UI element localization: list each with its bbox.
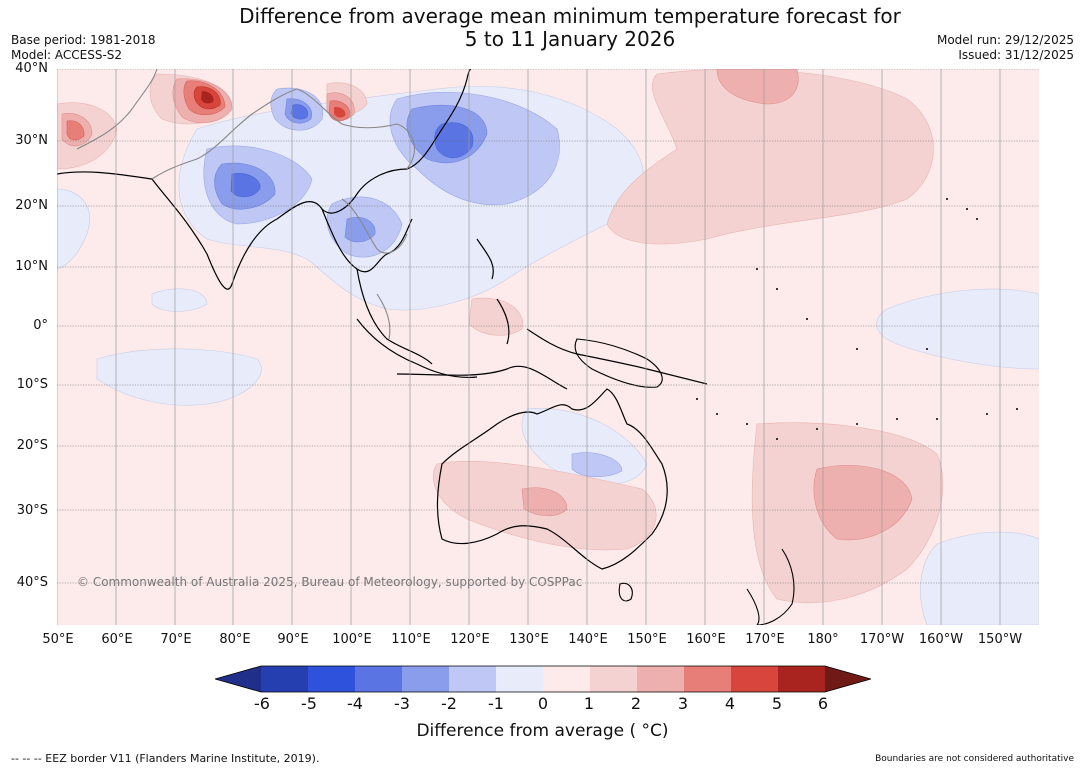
eez-borders [696, 198, 1018, 440]
colorbar-segment [449, 666, 496, 692]
forecast-map [57, 69, 1039, 625]
colorbar-arrow-high [825, 666, 871, 692]
meridian-lines [57, 69, 1001, 625]
lon-label-90e: 90°E [277, 632, 309, 647]
colorbar-segment [590, 666, 637, 692]
map-title-line-1: Difference from average mean minimum tem… [239, 4, 901, 28]
coastlines [57, 69, 708, 390]
lon-label-150w: 150°W [977, 632, 1023, 647]
lon-label-170w: 170°W [859, 632, 905, 647]
lon-label-130e: 130°E [509, 632, 549, 647]
lat-label-30n: 30°N [15, 133, 48, 148]
anomaly-dark-red-regions [193, 86, 346, 118]
colorbar-segment [684, 666, 731, 692]
colorbar-tick: -3 [394, 694, 410, 713]
colorbar-tick: -5 [301, 694, 317, 713]
colorbar-segment [543, 666, 590, 692]
lon-label-110e: 110°E [391, 632, 431, 647]
map-title-line-2: 5 to 11 January 2026 [464, 27, 676, 51]
issued-date: Issued: 31/12/2025 [958, 48, 1074, 62]
lon-label-180: 180° [807, 632, 839, 647]
base-period: Base period: 1981-2018 [11, 33, 156, 47]
anomaly-deep-blue-regions [230, 104, 474, 198]
tasmania-coastline [618, 582, 633, 602]
colorbar-segment [778, 666, 825, 692]
lon-label-120e: 120°E [450, 632, 490, 647]
lon-label-80e: 80°E [219, 632, 251, 647]
model-run: Model run: 29/12/2025 [936, 33, 1074, 47]
copyright-notice: © Commonwealth of Australia 2025, Bureau… [77, 575, 583, 589]
colorbar-tick: -2 [441, 694, 457, 713]
lon-label-60e: 60°E [101, 632, 133, 647]
lat-label-0: 0° [33, 318, 48, 333]
colorbar-tick: 1 [583, 694, 595, 713]
meta-left: Base period: 1981-2018 Model: ACCESS-S2 [11, 33, 156, 63]
colorbar-tick: 0 [537, 694, 549, 713]
colorbar-arrow-low [215, 666, 261, 692]
colorbar-segment [402, 666, 449, 692]
new-guinea-coastline [574, 338, 663, 388]
colorbar-segment [308, 666, 355, 692]
lon-label-150e: 150°E [627, 632, 667, 647]
boundary-disclaimer: Boundaries are not considered authoritat… [875, 754, 1074, 764]
lon-label-160e: 160°E [686, 632, 726, 647]
colorbar-segment [496, 666, 543, 692]
colorbar-tick: 5 [771, 694, 783, 713]
lat-label-30s: 30°S [16, 503, 48, 518]
colorbar-tick: -6 [254, 694, 270, 713]
eez-footnote: -- -- -- EEZ border V11 (Flanders Marine… [11, 752, 320, 765]
colorbar-segment [355, 666, 402, 692]
colorbar-tick: -1 [488, 694, 504, 713]
colorbar-outline [215, 665, 871, 693]
meta-right: Model run: 29/12/2025 Issued: 31/12/2025 [937, 33, 1074, 63]
lat-label-10s: 10°S [16, 377, 48, 392]
lat-label-40n: 40°N [15, 61, 48, 76]
colorbar [215, 665, 871, 693]
australia-coastline [436, 388, 668, 570]
colorbar-tick: -4 [347, 694, 363, 713]
lon-label-170e: 170°E [745, 632, 785, 647]
lon-label-70e: 70°E [160, 632, 192, 647]
lon-label-160w: 160°W [918, 632, 964, 647]
colorbar-tick: 4 [724, 694, 736, 713]
lon-label-50e: 50°E [42, 632, 74, 647]
model-name: Model: ACCESS-S2 [11, 48, 123, 62]
colorbar-segment [261, 666, 308, 692]
lon-label-100e: 100°E [332, 632, 372, 647]
colorbar-tick: 2 [630, 694, 642, 713]
lat-label-20n: 20°N [15, 198, 48, 213]
colorbar-label: Difference from average ( °C) [416, 721, 669, 741]
lat-label-20s: 20°S [16, 438, 48, 453]
colorbar-tick: 3 [677, 694, 689, 713]
new-zealand-coastline [746, 548, 795, 625]
lat-label-40s: 40°S [16, 575, 48, 590]
colorbar-segment [637, 666, 684, 692]
colorbar-tick: 6 [817, 694, 829, 713]
colorbar-segment [731, 666, 778, 692]
lat-label-10n: 10°N [15, 259, 48, 274]
lon-label-140e: 140°E [568, 632, 608, 647]
